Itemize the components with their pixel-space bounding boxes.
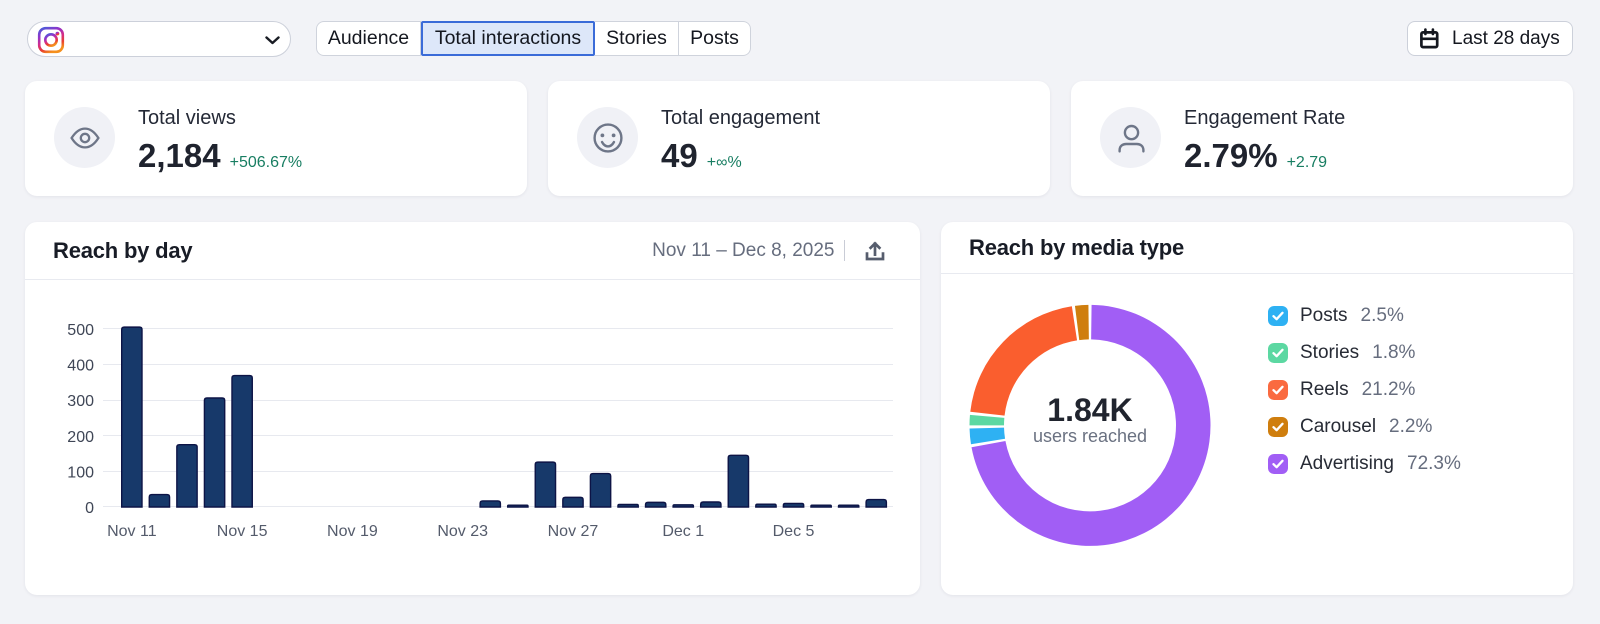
svg-text:Nov 23: Nov 23: [437, 523, 488, 540]
svg-text:Nov 19: Nov 19: [327, 523, 378, 540]
svg-text:200: 200: [67, 429, 94, 446]
svg-text:Nov 27: Nov 27: [548, 523, 599, 540]
svg-text:Nov 11: Nov 11: [107, 523, 157, 540]
svg-text:100: 100: [67, 464, 94, 481]
svg-text:500: 500: [67, 322, 94, 339]
svg-text:Dec 5: Dec 5: [773, 523, 815, 540]
svg-text:Nov 15: Nov 15: [217, 523, 268, 540]
svg-text:300: 300: [67, 393, 94, 410]
svg-text:400: 400: [67, 358, 94, 375]
svg-text:0: 0: [85, 500, 94, 517]
svg-text:Dec 1: Dec 1: [662, 523, 704, 540]
